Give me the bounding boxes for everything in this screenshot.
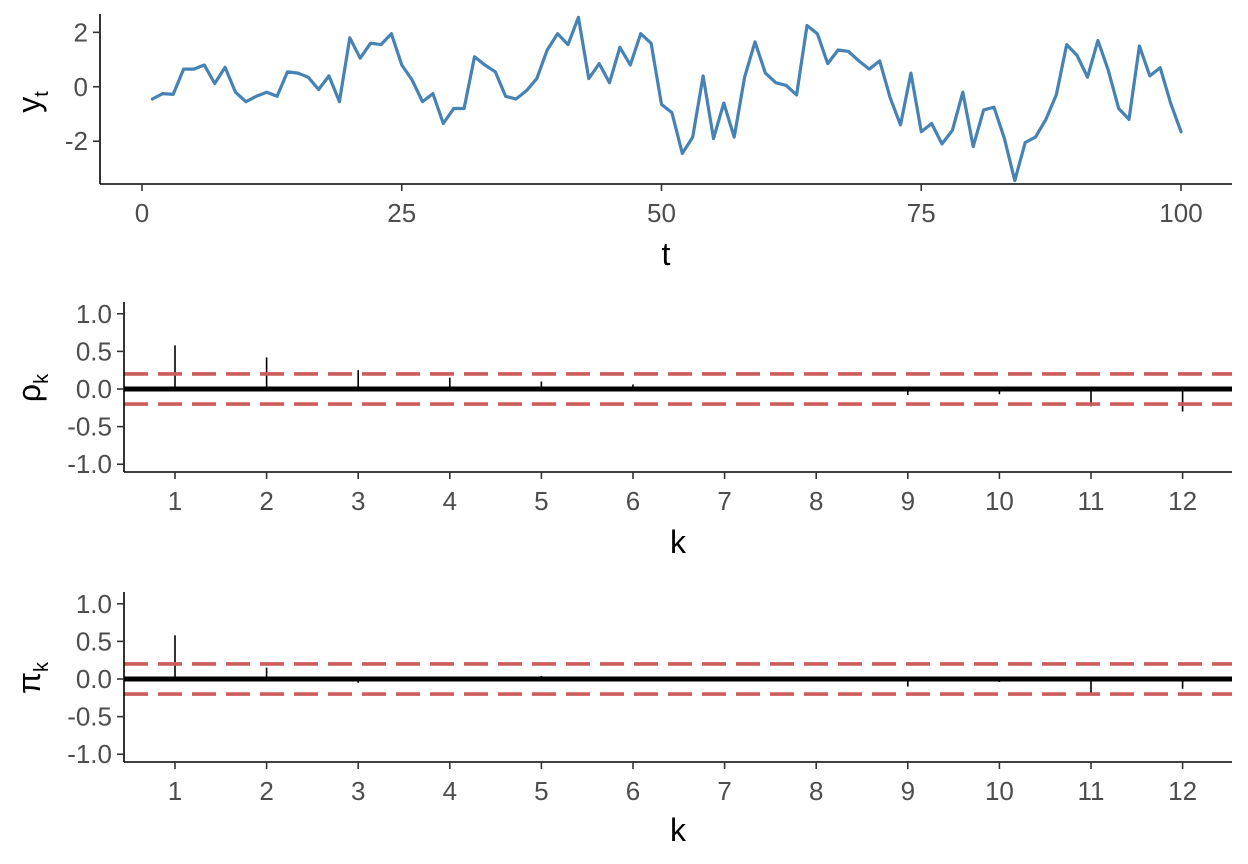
pacf-y-axis-title: πk bbox=[11, 661, 53, 694]
x-tick-label: 7 bbox=[717, 486, 731, 516]
y-tick-label: -0.5 bbox=[67, 412, 112, 442]
acf-y-axis-title: ρk bbox=[11, 373, 53, 402]
x-tick-label: 10 bbox=[985, 776, 1014, 806]
acf-confidence-bands bbox=[124, 372, 1232, 406]
x-tick-label: 7 bbox=[717, 776, 731, 806]
x-tick-label: 11 bbox=[1078, 486, 1105, 516]
x-tick-label: 9 bbox=[901, 486, 915, 516]
acf-x-axis-title: k bbox=[670, 524, 687, 560]
x-tick-label: 6 bbox=[626, 486, 640, 516]
y-tick-label: -2 bbox=[65, 126, 88, 156]
x-tick-label: 3 bbox=[351, 486, 365, 516]
x-tick-label: 50 bbox=[647, 198, 676, 228]
time-series-line bbox=[150, 15, 1183, 183]
pacf-bars bbox=[174, 635, 1184, 693]
pacf-panel: 1 2 3 4 5 6 7 8 9 10 11 12 -1.0-0.50.00.51.0 k πk bbox=[11, 589, 1232, 848]
x-tick-label: 5 bbox=[534, 486, 548, 516]
time-series-x-axis-title: t bbox=[662, 236, 671, 272]
y-tick-label: 0.5 bbox=[76, 626, 112, 656]
x-tick-label: 6 bbox=[626, 776, 640, 806]
x-tick-label: 4 bbox=[443, 486, 457, 516]
acf-y-ticks: -1.0 -0.5 0.0 0.5 1.0 bbox=[67, 299, 124, 479]
x-tick-label: 8 bbox=[809, 776, 823, 806]
x-tick-label: 10 bbox=[985, 486, 1014, 516]
x-tick-label: 8 bbox=[809, 486, 823, 516]
x-tick-label: 0 bbox=[135, 198, 149, 228]
x-tick-label: 2 bbox=[259, 486, 273, 516]
time-series-y-ticks: -2 0 2 bbox=[65, 17, 100, 156]
x-tick-label: 1 bbox=[168, 776, 182, 806]
acf-x-ticks: 1 2 3 4 5 6 7 8 9 10 11 12 bbox=[168, 472, 1197, 516]
time-series-x-ticks: 0 25 50 75 100 bbox=[135, 184, 1203, 228]
y-tick-label: 0 bbox=[74, 72, 88, 102]
acf-panel: 1 2 3 4 5 6 7 8 9 10 11 12 -1.0-0.50.00.51.0 k ρk bbox=[11, 299, 1232, 560]
y-tick-label: 1.0 bbox=[76, 299, 112, 329]
y-tick-label: 2 bbox=[74, 17, 88, 47]
x-tick-label: 100 bbox=[1159, 198, 1202, 228]
time-series-panel: 0 25 50 75 100 -2 0 2 t yt bbox=[11, 14, 1232, 272]
x-tick-label: 75 bbox=[907, 198, 936, 228]
pacf-x-axis-title: k bbox=[670, 812, 687, 848]
x-tick-label: 12 bbox=[1168, 486, 1197, 516]
y-tick-label: 1.0 bbox=[76, 589, 112, 619]
pacf-y-ticks: -1.0 -0.5 0.0 0.5 1.0 bbox=[67, 589, 124, 769]
x-tick-label: 12 bbox=[1168, 776, 1197, 806]
y-tick-label: -1.0 bbox=[67, 739, 112, 769]
x-tick-label: 1 bbox=[168, 486, 182, 516]
x-tick-label: 25 bbox=[387, 198, 416, 228]
x-tick-label: 9 bbox=[901, 776, 915, 806]
x-tick-label: 3 bbox=[351, 776, 365, 806]
x-tick-label: 11 bbox=[1078, 776, 1105, 806]
y-tick-label: -0.5 bbox=[67, 702, 112, 732]
pacf-x-ticks: 1 2 3 4 5 6 7 8 9 10 11 12 bbox=[168, 762, 1197, 806]
pacf-confidence-bands bbox=[124, 662, 1232, 696]
y-tick-label: -1.0 bbox=[67, 449, 112, 479]
x-tick-label: 5 bbox=[534, 776, 548, 806]
y-tick-label: 0.0 bbox=[76, 664, 112, 694]
y-tick-label: 0.5 bbox=[76, 336, 112, 366]
y-tick-label: 0.0 bbox=[76, 374, 112, 404]
x-tick-label: 2 bbox=[259, 776, 273, 806]
time-series-y-axis-title: yt bbox=[11, 91, 53, 113]
acf-bars bbox=[174, 345, 1184, 412]
x-tick-label: 4 bbox=[443, 776, 457, 806]
